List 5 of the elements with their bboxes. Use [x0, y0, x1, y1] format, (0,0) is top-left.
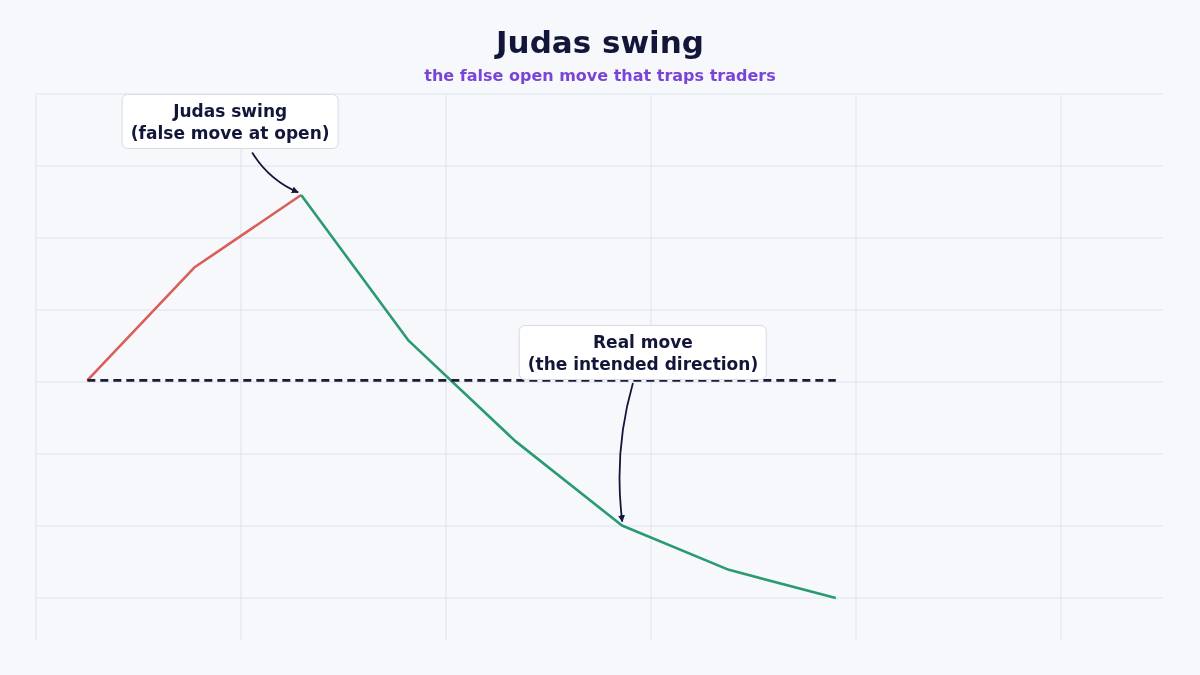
callout-box: Judas swing (false move at open) [121, 94, 339, 150]
callout-box: Real move (the intended direction) [518, 325, 768, 380]
chart-title: Judas swing [493, 23, 705, 62]
annotation: Real move (the intended direction) [527, 331, 759, 376]
chart-subtitle: the false open move that traps traders [423, 65, 777, 87]
